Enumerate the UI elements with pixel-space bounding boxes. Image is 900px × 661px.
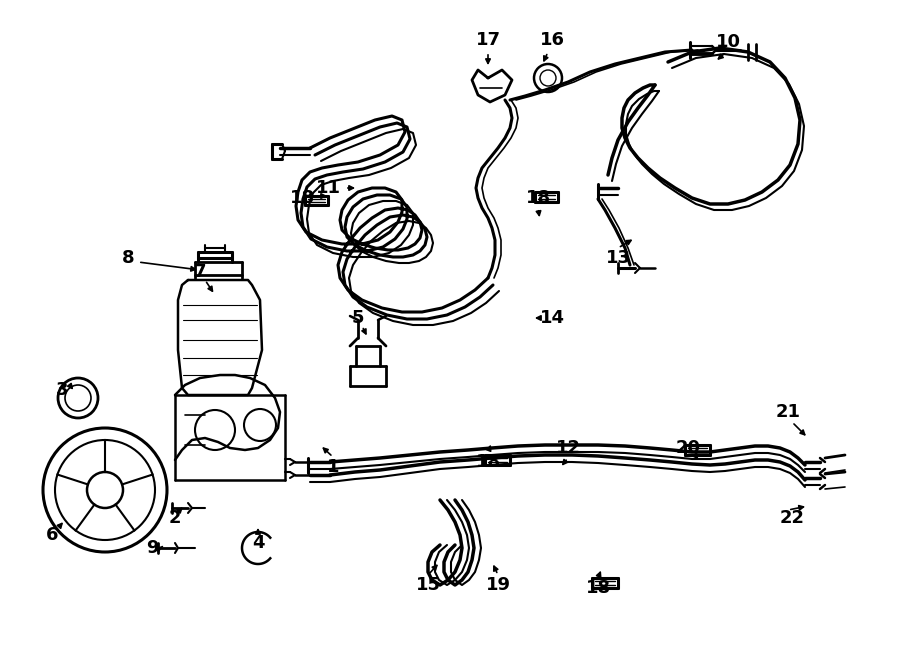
Text: 13: 13	[606, 249, 631, 267]
Text: 18: 18	[585, 579, 610, 597]
Text: 16: 16	[539, 31, 564, 49]
Text: 6: 6	[46, 526, 58, 544]
Text: 3: 3	[56, 381, 68, 399]
Text: 5: 5	[352, 309, 365, 327]
Text: 7: 7	[194, 263, 206, 281]
Text: 2: 2	[169, 509, 181, 527]
Text: 15: 15	[416, 576, 440, 594]
Text: 18: 18	[290, 189, 315, 207]
Text: 9: 9	[146, 539, 158, 557]
Text: 21: 21	[776, 403, 800, 421]
Text: 1: 1	[327, 458, 339, 476]
Text: 4: 4	[252, 534, 265, 552]
Text: 10: 10	[716, 33, 741, 51]
Text: 14: 14	[539, 309, 564, 327]
Text: 12: 12	[555, 439, 580, 457]
Text: 18: 18	[526, 189, 551, 207]
Text: 19: 19	[485, 576, 510, 594]
Text: 20: 20	[676, 439, 700, 457]
Text: 17: 17	[475, 31, 500, 49]
Text: 18: 18	[475, 453, 500, 471]
Text: 11: 11	[316, 179, 340, 197]
Text: 22: 22	[779, 509, 805, 527]
Text: 8: 8	[122, 249, 134, 267]
